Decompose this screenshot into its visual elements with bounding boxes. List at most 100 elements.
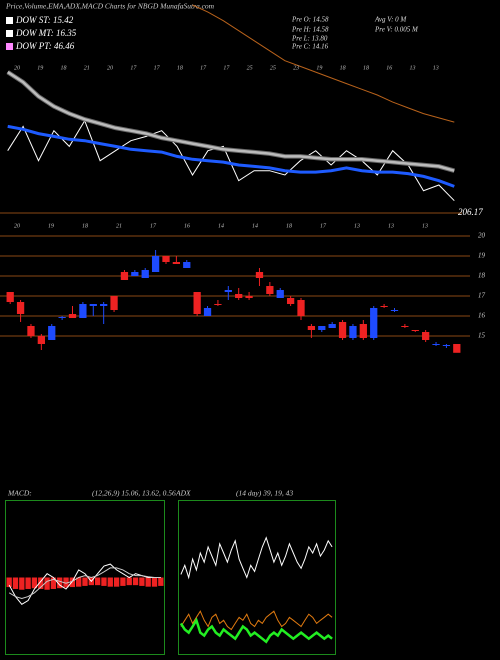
histogram-bar (126, 577, 132, 586)
date-label: 21 (84, 65, 90, 71)
y-tick-label: 18 (478, 272, 486, 280)
candle-body (370, 308, 378, 338)
histogram-bar (101, 577, 107, 586)
info-text: Avg V: 0 M (374, 16, 407, 24)
candle-body (16, 302, 25, 314)
y-tick-label: 17 (478, 292, 486, 300)
info-text: Pre C: 14.16 (291, 43, 329, 51)
histogram-bar (158, 577, 164, 586)
date-label: 17 (200, 65, 207, 71)
candle-body (100, 304, 108, 306)
candle-body (266, 286, 274, 294)
series-line (180, 536, 333, 580)
histogram-bar (50, 577, 57, 589)
candle-body (411, 330, 419, 331)
histogram-bar (139, 577, 145, 586)
info-text: Pre H: 14.58 (291, 26, 329, 34)
candle-body (58, 317, 66, 318)
candle-body (359, 324, 367, 338)
candle-body (79, 304, 87, 318)
chart-title: Price,Volume,EMA,ADX,MACD Charts for NBG… (5, 2, 215, 11)
legend-label: DOW PT: 46.46 (15, 41, 75, 51)
date-label: 20 (14, 65, 20, 71)
histogram-bar (76, 577, 82, 587)
histogram-bar (82, 577, 88, 586)
histogram-bar (94, 577, 101, 586)
candle-body (297, 300, 305, 316)
panel-params: (12,26,9) 15.06, 13.62, 0.56 (92, 489, 176, 498)
candle-body (224, 290, 232, 292)
date-label: 18 (177, 65, 183, 71)
series-line (7, 71, 455, 172)
candle-body (338, 322, 347, 338)
y-tick-label: 19 (478, 252, 486, 260)
info-text: Pre O: 14.58 (291, 16, 329, 24)
candle-body (6, 292, 14, 302)
date-label: 20 (14, 223, 20, 229)
candle-body (120, 272, 129, 280)
legend-swatch (6, 43, 13, 50)
candle-body (141, 270, 149, 278)
histogram-bar (69, 577, 76, 588)
candle-body (193, 292, 201, 314)
candle-body (162, 256, 170, 262)
candle-body (380, 306, 388, 307)
candle-body (276, 290, 284, 298)
histogram-bar (151, 577, 158, 587)
histogram-bar (145, 577, 151, 587)
histogram-bar (6, 577, 12, 588)
histogram-bar (25, 577, 31, 589)
candle-body (151, 256, 160, 272)
y-tick-label: 15 (478, 332, 486, 340)
series-line (8, 563, 161, 605)
candle-body (422, 332, 430, 340)
series-line (8, 567, 161, 600)
series-line (7, 124, 455, 188)
info-text: Pre V: 0.005 M (374, 26, 419, 34)
date-label: 13 (354, 223, 360, 229)
series-line (192, 4, 455, 123)
date-label: 17 (320, 223, 327, 229)
date-label: 23 (293, 65, 299, 71)
candle-body (27, 326, 35, 336)
histogram-bar (57, 577, 63, 589)
series-line (179, 617, 333, 644)
date-label: 19 (316, 65, 322, 71)
date-label: 13 (433, 65, 439, 71)
date-label: 21 (116, 223, 122, 229)
date-label: 14 (218, 222, 224, 229)
date-label: 18 (61, 65, 67, 71)
date-label: 13 (388, 223, 394, 229)
candle-body (442, 345, 451, 346)
candle-body (68, 314, 77, 318)
date-label: 13 (409, 65, 415, 71)
candle-body (110, 296, 118, 310)
date-label: 18 (340, 65, 346, 71)
info-text: Pre L: 13.80 (291, 35, 328, 43)
candle-body (37, 336, 45, 344)
date-label: 16 (184, 223, 190, 229)
histogram-bar (12, 577, 19, 589)
histogram-bar (107, 577, 113, 587)
histogram-bar (113, 577, 120, 587)
candle-body (390, 310, 399, 311)
y-tick-label: 16 (478, 312, 486, 320)
date-label: 18 (82, 223, 88, 229)
date-label: 17 (223, 65, 230, 71)
candle-body (328, 324, 336, 328)
date-label: 19 (48, 223, 54, 229)
candle-body (89, 304, 97, 306)
date-label: 14 (252, 222, 258, 229)
candle-body (235, 294, 243, 298)
legend-label: DOW MT: 16.35 (15, 28, 77, 38)
candle-body (432, 344, 440, 345)
date-label: 25 (247, 65, 253, 71)
date-label: 17 (150, 223, 157, 229)
candle-body (286, 298, 295, 304)
candle-body (183, 262, 191, 268)
adx-panel (178, 500, 336, 655)
legend-label: DOW ST: 15.42 (15, 15, 74, 25)
candle-body (401, 326, 409, 327)
